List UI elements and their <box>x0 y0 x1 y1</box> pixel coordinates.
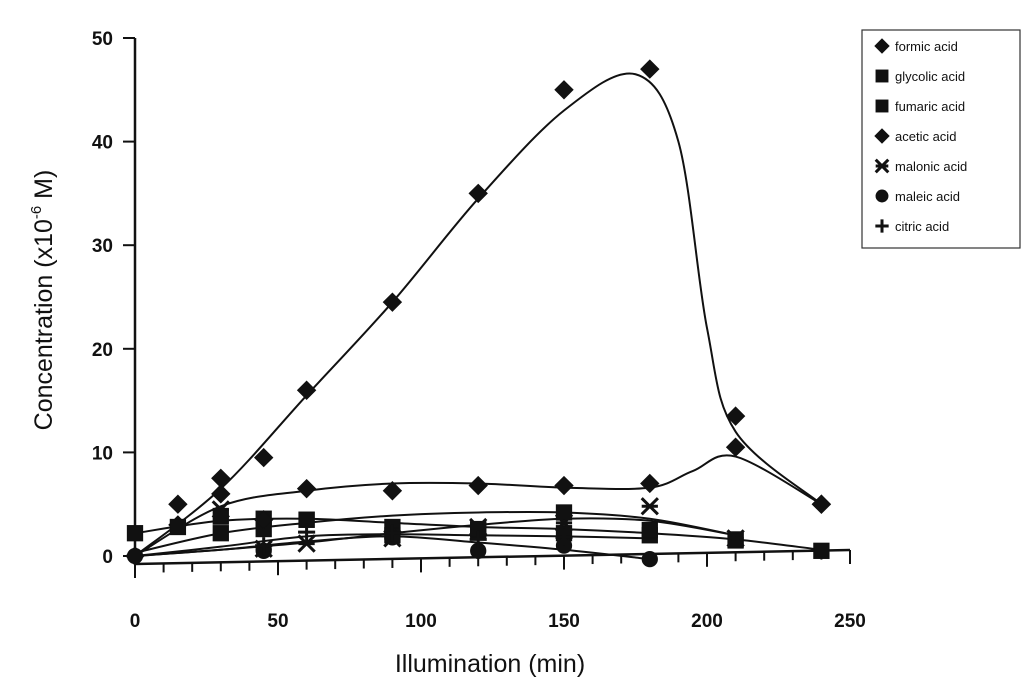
legend-marker-maleic-acid <box>875 189 889 203</box>
point-formic-acid <box>296 380 317 400</box>
point-malonic-acid <box>726 529 745 548</box>
curve-fumaric-acid <box>134 510 736 554</box>
point-acetic-acid <box>640 473 660 494</box>
point-acetic-acid <box>296 478 317 499</box>
point-glycolic-acid <box>813 542 830 559</box>
x-tick-label: 100 <box>405 611 437 632</box>
legend-label-acetic-acid: acetic acid <box>895 129 956 144</box>
curve-acetic-acid <box>134 454 822 557</box>
point-acetic-acid <box>382 481 403 501</box>
point-acetic-acid <box>725 437 746 457</box>
y-tick-label: 0 <box>102 547 113 568</box>
x-tick-label: 200 <box>691 611 723 632</box>
legend-marker-acetic-acid <box>874 128 890 144</box>
x-tick-label: 50 <box>267 611 288 632</box>
legend-label-maleic-acid: maleic acid <box>895 189 960 204</box>
point-glycolic-acid <box>126 525 144 542</box>
y-axis-label-main: Concentration (x10 <box>30 219 58 430</box>
point-acetic-acid <box>554 475 574 496</box>
point-citric-acid <box>255 537 273 555</box>
legend: formic acid glycolic acid fumaric acid acet… <box>861 29 1021 249</box>
point-citric-acid <box>298 523 316 541</box>
y-tick-label: 40 <box>92 133 113 154</box>
point-acetic-acid <box>253 510 274 530</box>
point-malonic-acid <box>211 500 230 519</box>
point-maleic-acid <box>126 547 144 565</box>
axes <box>133 38 851 566</box>
x-axis-label: Illumination (min) <box>395 650 585 678</box>
legend-label-fumaric-acid: fumaric acid <box>895 99 965 114</box>
point-citric-acid <box>555 528 573 546</box>
x-tick-label: 0 <box>130 611 141 632</box>
y-axis-label: Concentration (x10-6 M) <box>28 170 58 431</box>
legend-label-citric-acid: citric acid <box>895 219 949 234</box>
point-citric-acid <box>469 530 487 548</box>
point-formic-acid <box>640 59 660 79</box>
point-fumaric-acid <box>555 504 573 521</box>
point-fumaric-acid <box>212 525 229 542</box>
point-fumaric-acid <box>641 521 658 539</box>
y-tick-label: 50 <box>92 29 113 50</box>
legend-marker-glycolic-acid <box>875 69 889 83</box>
x-tick-label: 150 <box>548 611 580 632</box>
point-malonic-acid <box>297 534 316 553</box>
legend-label-malonic-acid: malonic acid <box>895 159 967 174</box>
point-malonic-acid <box>640 497 659 516</box>
point-malonic-acid <box>554 513 574 533</box>
legend-label-formic-acid: formic acid <box>895 39 958 54</box>
point-formic-acid <box>554 80 574 100</box>
y-tick-label: 20 <box>92 340 113 361</box>
point-malonic-acid <box>469 517 488 537</box>
y-axis-label-exponent: -6 <box>28 206 45 219</box>
data-points <box>125 59 832 568</box>
point-formic-acid <box>253 447 274 468</box>
tick-marks: 0 50 100 150 200 250 0 10 20 30 40 50 <box>92 29 866 632</box>
point-acetic-acid <box>811 494 832 514</box>
y-tick-label: 10 <box>92 443 113 464</box>
point-formic-acid <box>468 183 488 204</box>
point-acetic-acid <box>168 494 188 514</box>
legend-marker-formic-acid <box>874 38 890 54</box>
point-citric-acid <box>383 524 401 542</box>
y-axis-label-unit: M) <box>30 170 58 206</box>
point-acetic-acid <box>468 475 488 496</box>
point-glycolic-acid <box>169 518 187 536</box>
legend-marker-fumaric-acid <box>875 99 889 113</box>
x-axis-line <box>134 548 851 566</box>
legend-marker-malonic-acid <box>874 158 890 174</box>
point-formic-acid <box>725 406 746 426</box>
legend-marker-citric-acid <box>875 219 889 233</box>
point-maleic-acid <box>641 550 658 568</box>
point-formic-acid <box>382 292 403 312</box>
y-tick-label: 30 <box>92 236 113 257</box>
legend-label-glycolic-acid: glycolic acid <box>895 69 965 84</box>
point-acetic-acid <box>211 484 231 504</box>
x-tick-label: 250 <box>834 611 866 632</box>
legend-box <box>861 29 1021 249</box>
curve-formic-acid <box>134 72 823 557</box>
